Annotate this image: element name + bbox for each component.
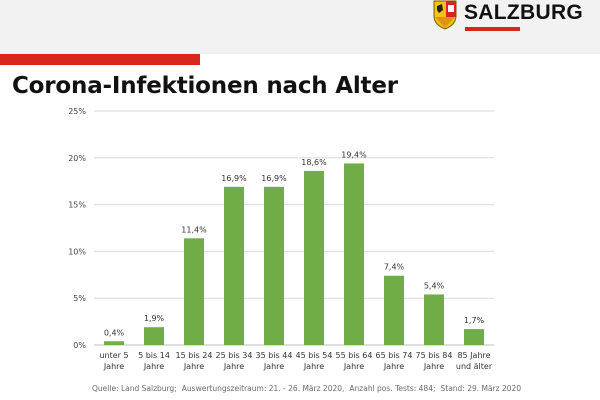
x-tick-label-line: 5 bis 14 [138,351,170,360]
source-part: Auswertungszeitraum: 21. - 26. März 2020… [181,384,345,393]
source-part: Stand: 29. März 2020 [440,384,522,393]
data-label: 18,6% [301,158,327,167]
x-tick-label-line: Jahre [303,362,324,371]
x-tick-label-line: Jahre [343,362,364,371]
data-label: 0,4% [104,328,125,337]
data-label: 19,4% [341,150,367,159]
x-tick-label-line: 25 bis 34 [216,351,253,360]
data-label: 1,9% [144,314,165,323]
x-tick-label: 25 bis 34 Jahre [216,351,253,371]
salzburg-coat-of-arms-icon [433,0,457,30]
x-tick-label: 65 bis 74 Jahre [376,351,413,371]
bar [144,327,164,345]
x-tick-label: 15 bis 24 Jahre [176,351,213,371]
data-label: 1,7% [464,316,485,325]
data-label: 11,4% [181,225,207,234]
x-tick-label-line: 55 bis 64 [336,351,373,360]
x-tick-label: 45 bis 54 Jahre [296,351,333,371]
x-tick-label: 5 bis 14 Jahre [138,351,170,371]
x-tick-label-line: Jahre [143,362,164,371]
x-tick-label: 35 bis 44 Jahre [256,351,293,371]
y-tick-label: 20% [68,154,86,163]
data-label: 5,4% [424,281,445,290]
x-tick-label-line: 35 bis 44 [256,351,293,360]
x-tick-label-line: Jahre [383,362,404,371]
source-part: Anzahl pos. Tests: 484; [349,384,436,393]
y-tick-label: 10% [68,247,86,256]
brand-name: SALZBURG [464,1,584,24]
x-tick-label-line: Jahre [423,362,444,371]
source-part: Quelle: Land Salzburg; [92,384,177,393]
page-title: Corona-Infektionen nach Alter [12,73,398,99]
bar [184,238,204,345]
bar [344,163,364,345]
y-tick-label: 25% [68,107,86,116]
x-tick-label: 85 Jahre und älter [456,351,493,371]
y-tick-label: 15% [68,201,86,210]
x-tick-label-line: 45 bis 54 [296,351,333,360]
bar [424,294,444,345]
source-note: Quelle: Land Salzburg; Auswertungszeitrau… [92,384,526,393]
salzburg-logo: SALZBURG [427,0,597,34]
x-tick-label: 55 bis 64 Jahre [336,351,373,371]
data-label: 16,9% [261,174,287,183]
bar [464,329,484,345]
y-tick-label: 0% [73,341,86,350]
x-tick-label-line: Jahre [103,362,124,371]
bar [304,170,324,345]
x-tick-label-line: 15 bis 24 [176,351,213,360]
x-tick-label-line: Jahre [223,362,244,371]
x-tick-label-line: 85 Jahre [457,351,490,360]
data-label: 7,4% [384,263,405,272]
x-tick-label: 75 bis 84 Jahre [416,351,453,371]
x-tick-label-line: Jahre [183,362,204,371]
x-tick-label: unter 5 Jahre [99,351,128,371]
x-tick-label-line: 75 bis 84 [416,351,453,360]
bar [264,186,284,345]
bar [224,186,244,345]
brand-underline [465,27,520,31]
x-tick-label-line: 65 bis 74 [376,351,413,360]
bar [104,341,124,345]
x-tick-label-line: und älter [456,362,493,371]
data-label: 16,9% [221,174,247,183]
y-tick-label: 5% [73,294,86,303]
bar [384,275,404,345]
x-tick-label-line: unter 5 [99,351,128,360]
title-accent-bar [0,54,200,65]
x-tick-label-line: Jahre [263,362,284,371]
